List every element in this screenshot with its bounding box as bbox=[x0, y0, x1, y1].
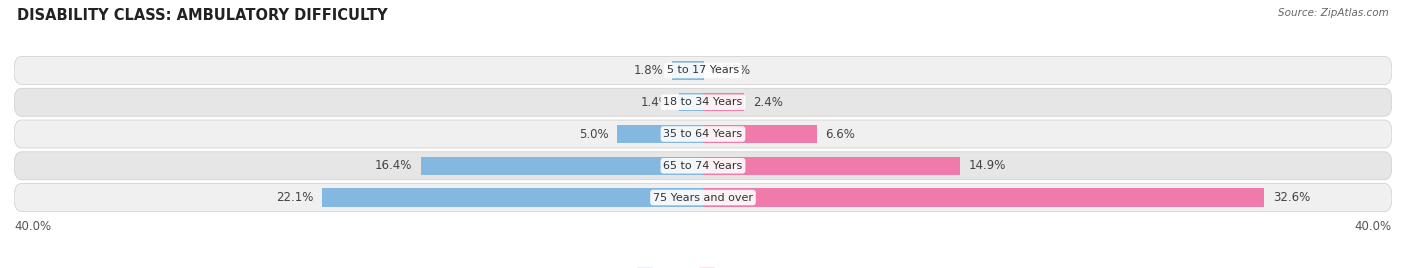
Bar bbox=[322, 188, 703, 207]
Bar bbox=[703, 93, 744, 111]
FancyBboxPatch shape bbox=[14, 120, 1392, 148]
Text: 40.0%: 40.0% bbox=[1355, 220, 1392, 233]
FancyBboxPatch shape bbox=[14, 184, 1392, 211]
Text: DISABILITY CLASS: AMBULATORY DIFFICULTY: DISABILITY CLASS: AMBULATORY DIFFICULTY bbox=[17, 8, 388, 23]
Text: 40.0%: 40.0% bbox=[14, 220, 51, 233]
Text: 75 Years and over: 75 Years and over bbox=[652, 192, 754, 203]
Text: 16.4%: 16.4% bbox=[374, 159, 412, 172]
Text: 14.9%: 14.9% bbox=[969, 159, 1005, 172]
FancyBboxPatch shape bbox=[14, 88, 1392, 116]
Bar bbox=[617, 125, 703, 143]
Bar bbox=[703, 188, 1264, 207]
Legend: Male, Female: Male, Female bbox=[631, 263, 775, 268]
FancyBboxPatch shape bbox=[14, 152, 1392, 180]
Text: 65 to 74 Years: 65 to 74 Years bbox=[664, 161, 742, 171]
Text: 5 to 17 Years: 5 to 17 Years bbox=[666, 65, 740, 76]
Text: 5.0%: 5.0% bbox=[579, 128, 609, 140]
Text: Source: ZipAtlas.com: Source: ZipAtlas.com bbox=[1278, 8, 1389, 18]
Bar bbox=[679, 93, 703, 111]
Text: 32.6%: 32.6% bbox=[1272, 191, 1310, 204]
Text: 6.6%: 6.6% bbox=[825, 128, 855, 140]
Text: 22.1%: 22.1% bbox=[277, 191, 314, 204]
FancyBboxPatch shape bbox=[14, 57, 1392, 84]
Text: 0.07%: 0.07% bbox=[713, 64, 749, 77]
Bar bbox=[703, 157, 960, 175]
Text: 2.4%: 2.4% bbox=[754, 96, 783, 109]
Text: 1.8%: 1.8% bbox=[634, 64, 664, 77]
Bar bbox=[703, 125, 817, 143]
Bar bbox=[672, 61, 703, 80]
Text: 1.4%: 1.4% bbox=[640, 96, 671, 109]
Text: 18 to 34 Years: 18 to 34 Years bbox=[664, 97, 742, 107]
Text: 35 to 64 Years: 35 to 64 Years bbox=[664, 129, 742, 139]
Bar bbox=[420, 157, 703, 175]
